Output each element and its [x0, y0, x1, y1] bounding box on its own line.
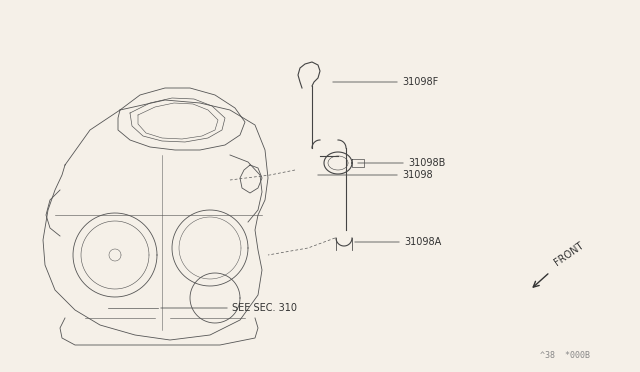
Text: SEE SEC. 310: SEE SEC. 310: [232, 303, 297, 313]
Text: 31098F: 31098F: [402, 77, 438, 87]
Text: 31098B: 31098B: [408, 158, 445, 168]
Text: FRONT: FRONT: [552, 241, 585, 268]
Text: 31098A: 31098A: [404, 237, 441, 247]
Text: 31098: 31098: [402, 170, 433, 180]
Text: ^38  *000B: ^38 *000B: [540, 350, 590, 359]
